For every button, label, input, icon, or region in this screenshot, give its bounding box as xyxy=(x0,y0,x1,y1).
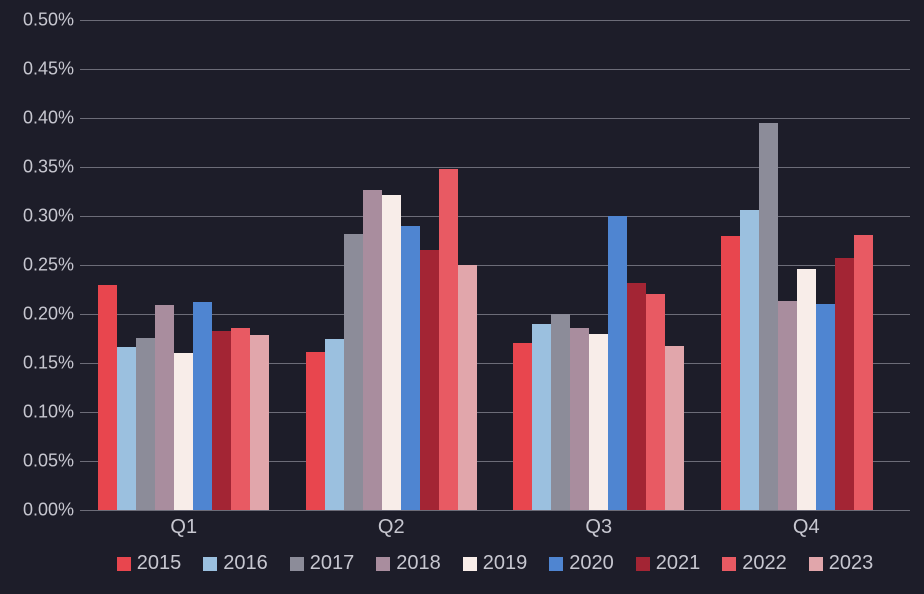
y-tick-label: 0.50% xyxy=(4,10,74,31)
legend-label: 2021 xyxy=(656,552,701,575)
bar xyxy=(816,304,835,510)
x-tick-label: Q4 xyxy=(776,516,836,539)
legend-label: 2023 xyxy=(829,552,874,575)
bar xyxy=(570,328,589,510)
legend-label: 2020 xyxy=(569,552,614,575)
bar xyxy=(193,302,212,510)
bar xyxy=(231,328,250,510)
bar xyxy=(797,269,816,510)
legend-item: 2017 xyxy=(290,552,355,575)
y-tick-label: 0.30% xyxy=(4,206,74,227)
legend-swatch xyxy=(290,557,304,571)
legend-label: 2019 xyxy=(483,552,528,575)
grid-line xyxy=(80,216,910,217)
legend-label: 2016 xyxy=(223,552,268,575)
bar xyxy=(306,352,325,510)
legend-swatch xyxy=(722,557,736,571)
grid-line xyxy=(80,118,910,119)
legend-label: 2017 xyxy=(310,552,355,575)
bar xyxy=(532,324,551,510)
x-tick-label: Q3 xyxy=(569,516,629,539)
legend-swatch xyxy=(636,557,650,571)
bar xyxy=(98,285,117,510)
y-tick-label: 0.35% xyxy=(4,157,74,178)
legend-item: 2021 xyxy=(636,552,701,575)
bar xyxy=(382,195,401,510)
bar xyxy=(589,334,608,510)
bar xyxy=(420,250,439,510)
y-tick-label: 0.05% xyxy=(4,451,74,472)
legend-label: 2015 xyxy=(137,552,182,575)
plot-area xyxy=(80,20,910,510)
y-tick-label: 0.15% xyxy=(4,353,74,374)
y-tick-label: 0.45% xyxy=(4,59,74,80)
legend-swatch xyxy=(809,557,823,571)
bar xyxy=(608,216,627,510)
grid-line xyxy=(80,20,910,21)
x-tick-label: Q2 xyxy=(361,516,421,539)
bar xyxy=(136,338,155,510)
grid-line xyxy=(80,167,910,168)
y-tick-label: 0.25% xyxy=(4,255,74,276)
legend-item: 2020 xyxy=(549,552,614,575)
legend-item: 2015 xyxy=(117,552,182,575)
y-tick-label: 0.20% xyxy=(4,304,74,325)
bar xyxy=(363,190,382,510)
y-tick-label: 0.10% xyxy=(4,402,74,423)
bar xyxy=(721,236,740,510)
y-tick-label: 0.40% xyxy=(4,108,74,129)
legend-swatch xyxy=(117,557,131,571)
bar xyxy=(665,346,684,510)
legend-item: 2019 xyxy=(463,552,528,575)
legend-item: 2022 xyxy=(722,552,787,575)
bar xyxy=(759,123,778,510)
bar xyxy=(740,210,759,510)
bar xyxy=(513,343,532,510)
bar xyxy=(325,339,344,510)
grid-line xyxy=(80,69,910,70)
grid-line xyxy=(80,265,910,266)
bar xyxy=(117,347,136,510)
bar xyxy=(458,265,477,510)
bar xyxy=(174,353,193,510)
bar xyxy=(212,331,231,510)
legend-swatch xyxy=(463,557,477,571)
legend-swatch xyxy=(203,557,217,571)
grid-line xyxy=(80,510,910,511)
bar xyxy=(778,301,797,510)
bar xyxy=(439,169,458,510)
bar xyxy=(344,234,363,510)
bar xyxy=(250,335,269,510)
legend-swatch xyxy=(376,557,390,571)
bar xyxy=(646,294,665,510)
legend-label: 2022 xyxy=(742,552,787,575)
legend-swatch xyxy=(549,557,563,571)
bar xyxy=(835,258,854,510)
bar xyxy=(854,235,873,510)
legend-item: 2016 xyxy=(203,552,268,575)
bar xyxy=(401,226,420,510)
y-tick-label: 0.00% xyxy=(4,500,74,521)
chart-container: 2015 2016 2017 2018 2019 2020 2021 2022 2023 0.0… xyxy=(0,0,924,594)
bar xyxy=(155,305,174,510)
bar xyxy=(551,314,570,510)
x-tick-label: Q1 xyxy=(154,516,214,539)
legend-label: 2018 xyxy=(396,552,441,575)
legend-item: 2023 xyxy=(809,552,874,575)
legend-item: 2018 xyxy=(376,552,441,575)
bar xyxy=(627,283,646,510)
legend: 2015 2016 2017 2018 2019 2020 2021 2022 2023 xyxy=(80,552,910,575)
